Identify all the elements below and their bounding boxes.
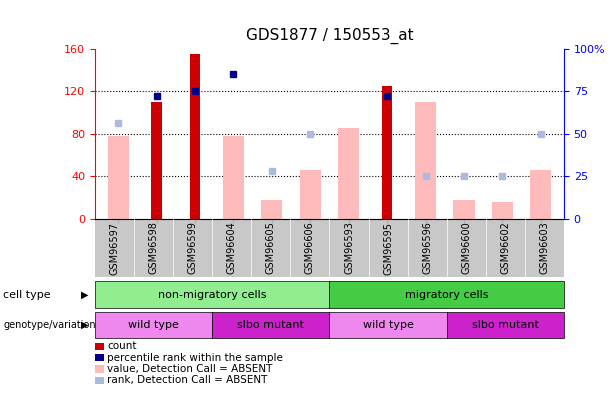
Text: slbo mutant: slbo mutant bbox=[237, 320, 304, 330]
Bar bbox=[189, 54, 200, 219]
Bar bbox=[454, 200, 474, 219]
Text: GSM96593: GSM96593 bbox=[344, 222, 354, 275]
Text: rank, Detection Call = ABSENT: rank, Detection Call = ABSENT bbox=[107, 375, 268, 385]
Text: GSM96597: GSM96597 bbox=[110, 222, 120, 275]
Text: cell type: cell type bbox=[3, 290, 51, 300]
Bar bbox=[382, 86, 392, 219]
Text: non-migratory cells: non-migratory cells bbox=[158, 290, 267, 300]
Text: GSM96598: GSM96598 bbox=[148, 222, 159, 275]
Bar bbox=[107, 136, 129, 219]
Text: wild type: wild type bbox=[363, 320, 414, 330]
Bar bbox=[530, 170, 552, 219]
Text: GSM96595: GSM96595 bbox=[383, 222, 393, 275]
Text: wild type: wild type bbox=[128, 320, 179, 330]
Bar bbox=[300, 170, 321, 219]
Bar bbox=[338, 128, 359, 219]
Bar bbox=[492, 202, 513, 219]
Bar bbox=[151, 102, 162, 219]
Text: slbo mutant: slbo mutant bbox=[472, 320, 539, 330]
Text: GSM96600: GSM96600 bbox=[461, 222, 471, 275]
Title: GDS1877 / 150553_at: GDS1877 / 150553_at bbox=[246, 28, 413, 45]
Text: ▶: ▶ bbox=[82, 290, 89, 300]
Bar bbox=[415, 102, 436, 219]
Text: GSM96603: GSM96603 bbox=[539, 222, 549, 275]
Text: GSM96606: GSM96606 bbox=[305, 222, 315, 275]
Bar bbox=[261, 200, 283, 219]
Text: value, Detection Call = ABSENT: value, Detection Call = ABSENT bbox=[107, 364, 273, 374]
Text: GSM96602: GSM96602 bbox=[500, 222, 511, 275]
Text: GSM96599: GSM96599 bbox=[188, 222, 198, 275]
Text: migratory cells: migratory cells bbox=[405, 290, 489, 300]
Text: GSM96596: GSM96596 bbox=[422, 222, 432, 275]
Text: count: count bbox=[107, 341, 137, 351]
Text: GSM96604: GSM96604 bbox=[227, 222, 237, 275]
Bar bbox=[223, 136, 244, 219]
Text: percentile rank within the sample: percentile rank within the sample bbox=[107, 353, 283, 362]
Text: genotype/variation: genotype/variation bbox=[3, 320, 96, 330]
Text: GSM96605: GSM96605 bbox=[266, 222, 276, 275]
Text: ▶: ▶ bbox=[82, 320, 89, 330]
